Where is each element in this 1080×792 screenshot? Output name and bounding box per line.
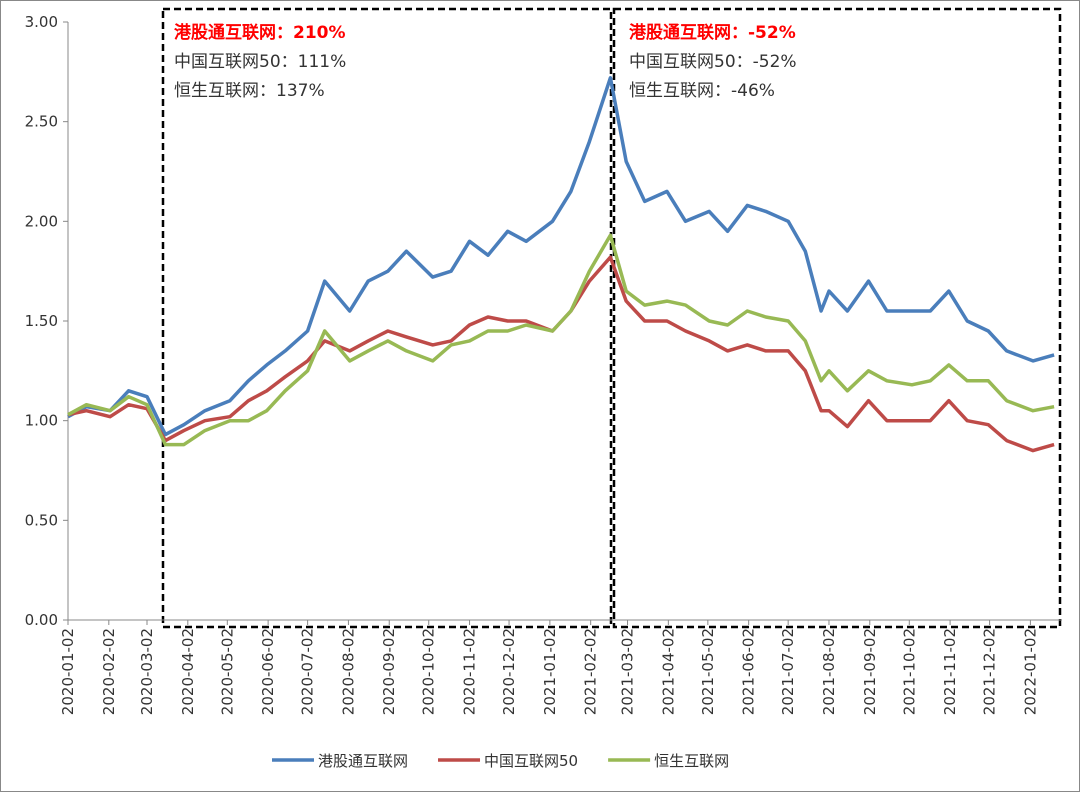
legend-label: 港股通互联网 xyxy=(318,752,408,770)
x-tick-label: 2021-10-02 xyxy=(900,628,918,715)
annotation: 恒生互联网：137% xyxy=(174,81,325,101)
x-tick-label: 2021-03-02 xyxy=(619,628,637,715)
x-tick-label: 2021-02-02 xyxy=(582,628,600,715)
legend-label: 中国互联网50 xyxy=(484,752,578,770)
x-tick-label: 2020-05-02 xyxy=(218,628,236,715)
annotation: 港股通互联网：210% xyxy=(174,22,346,43)
x-tick-label: 2021-01-02 xyxy=(541,628,559,715)
x-tick-label: 2020-08-02 xyxy=(339,628,357,715)
x-tick-label: 2022-01-02 xyxy=(1021,628,1039,715)
y-tick-label: 0.50 xyxy=(25,511,58,529)
x-tick-label: 2021-07-02 xyxy=(779,628,797,715)
x-tick-label: 2021-05-02 xyxy=(699,628,717,715)
x-tick-label: 2020-12-02 xyxy=(500,628,518,715)
x-tick-label: 2020-07-02 xyxy=(299,628,317,715)
x-tick-label: 2020-03-02 xyxy=(138,628,156,715)
y-tick-label: 2.50 xyxy=(25,113,58,131)
y-tick-label: 3.00 xyxy=(25,13,58,31)
x-tick-label: 2020-02-02 xyxy=(100,628,118,715)
annotation: 港股通互联网：-52% xyxy=(629,22,796,43)
x-tick-label: 2021-11-02 xyxy=(941,628,959,715)
y-tick-label: 1.50 xyxy=(25,312,58,330)
x-tick-label: 2021-06-02 xyxy=(740,628,758,715)
period-box xyxy=(161,7,613,629)
period-box xyxy=(612,7,1062,629)
x-tick-label: 2021-12-02 xyxy=(981,628,999,715)
x-tick-label: 2021-08-02 xyxy=(820,628,838,715)
annotation: 中国互联网50：-52% xyxy=(629,52,797,72)
series-line xyxy=(67,76,1055,437)
annotation: 恒生互联网：-46% xyxy=(629,81,775,101)
x-tick-label: 2020-10-02 xyxy=(420,628,438,715)
series-line xyxy=(67,233,1055,447)
y-tick-label: 1.00 xyxy=(25,412,58,430)
x-tick-label: 2021-04-02 xyxy=(659,628,677,715)
y-tick-label: 0.00 xyxy=(25,611,58,629)
x-tick-label: 2020-09-02 xyxy=(380,628,398,715)
x-tick-label: 2020-01-02 xyxy=(59,628,77,715)
annotation: 中国互联网50：111% xyxy=(174,52,346,72)
legend-label: 恒生互联网 xyxy=(654,752,729,770)
x-tick-label: 2020-06-02 xyxy=(259,628,277,715)
x-tick-label: 2020-04-02 xyxy=(179,628,197,715)
x-tick-label: 2020-11-02 xyxy=(461,628,479,715)
y-tick-label: 2.00 xyxy=(25,212,58,230)
x-tick-label: 2021-09-02 xyxy=(861,628,879,715)
